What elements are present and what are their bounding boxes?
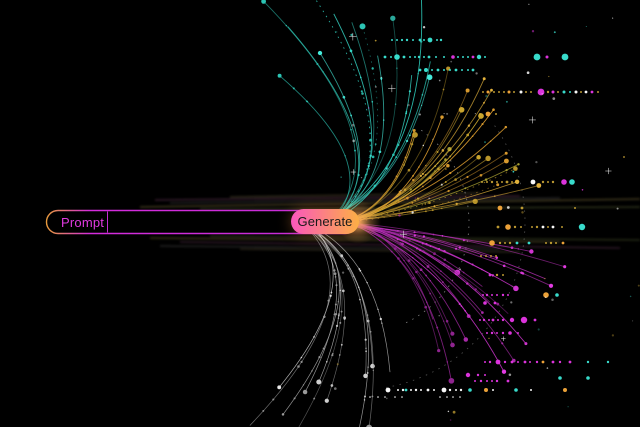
ray-group-cyan-up bbox=[261, 0, 433, 219]
sparkles-layer bbox=[333, 3, 640, 421]
generate-button[interactable]: Generate bbox=[291, 209, 359, 234]
particle-rows-layer bbox=[369, 37, 610, 398]
ray-group-white-down bbox=[249, 227, 391, 427]
